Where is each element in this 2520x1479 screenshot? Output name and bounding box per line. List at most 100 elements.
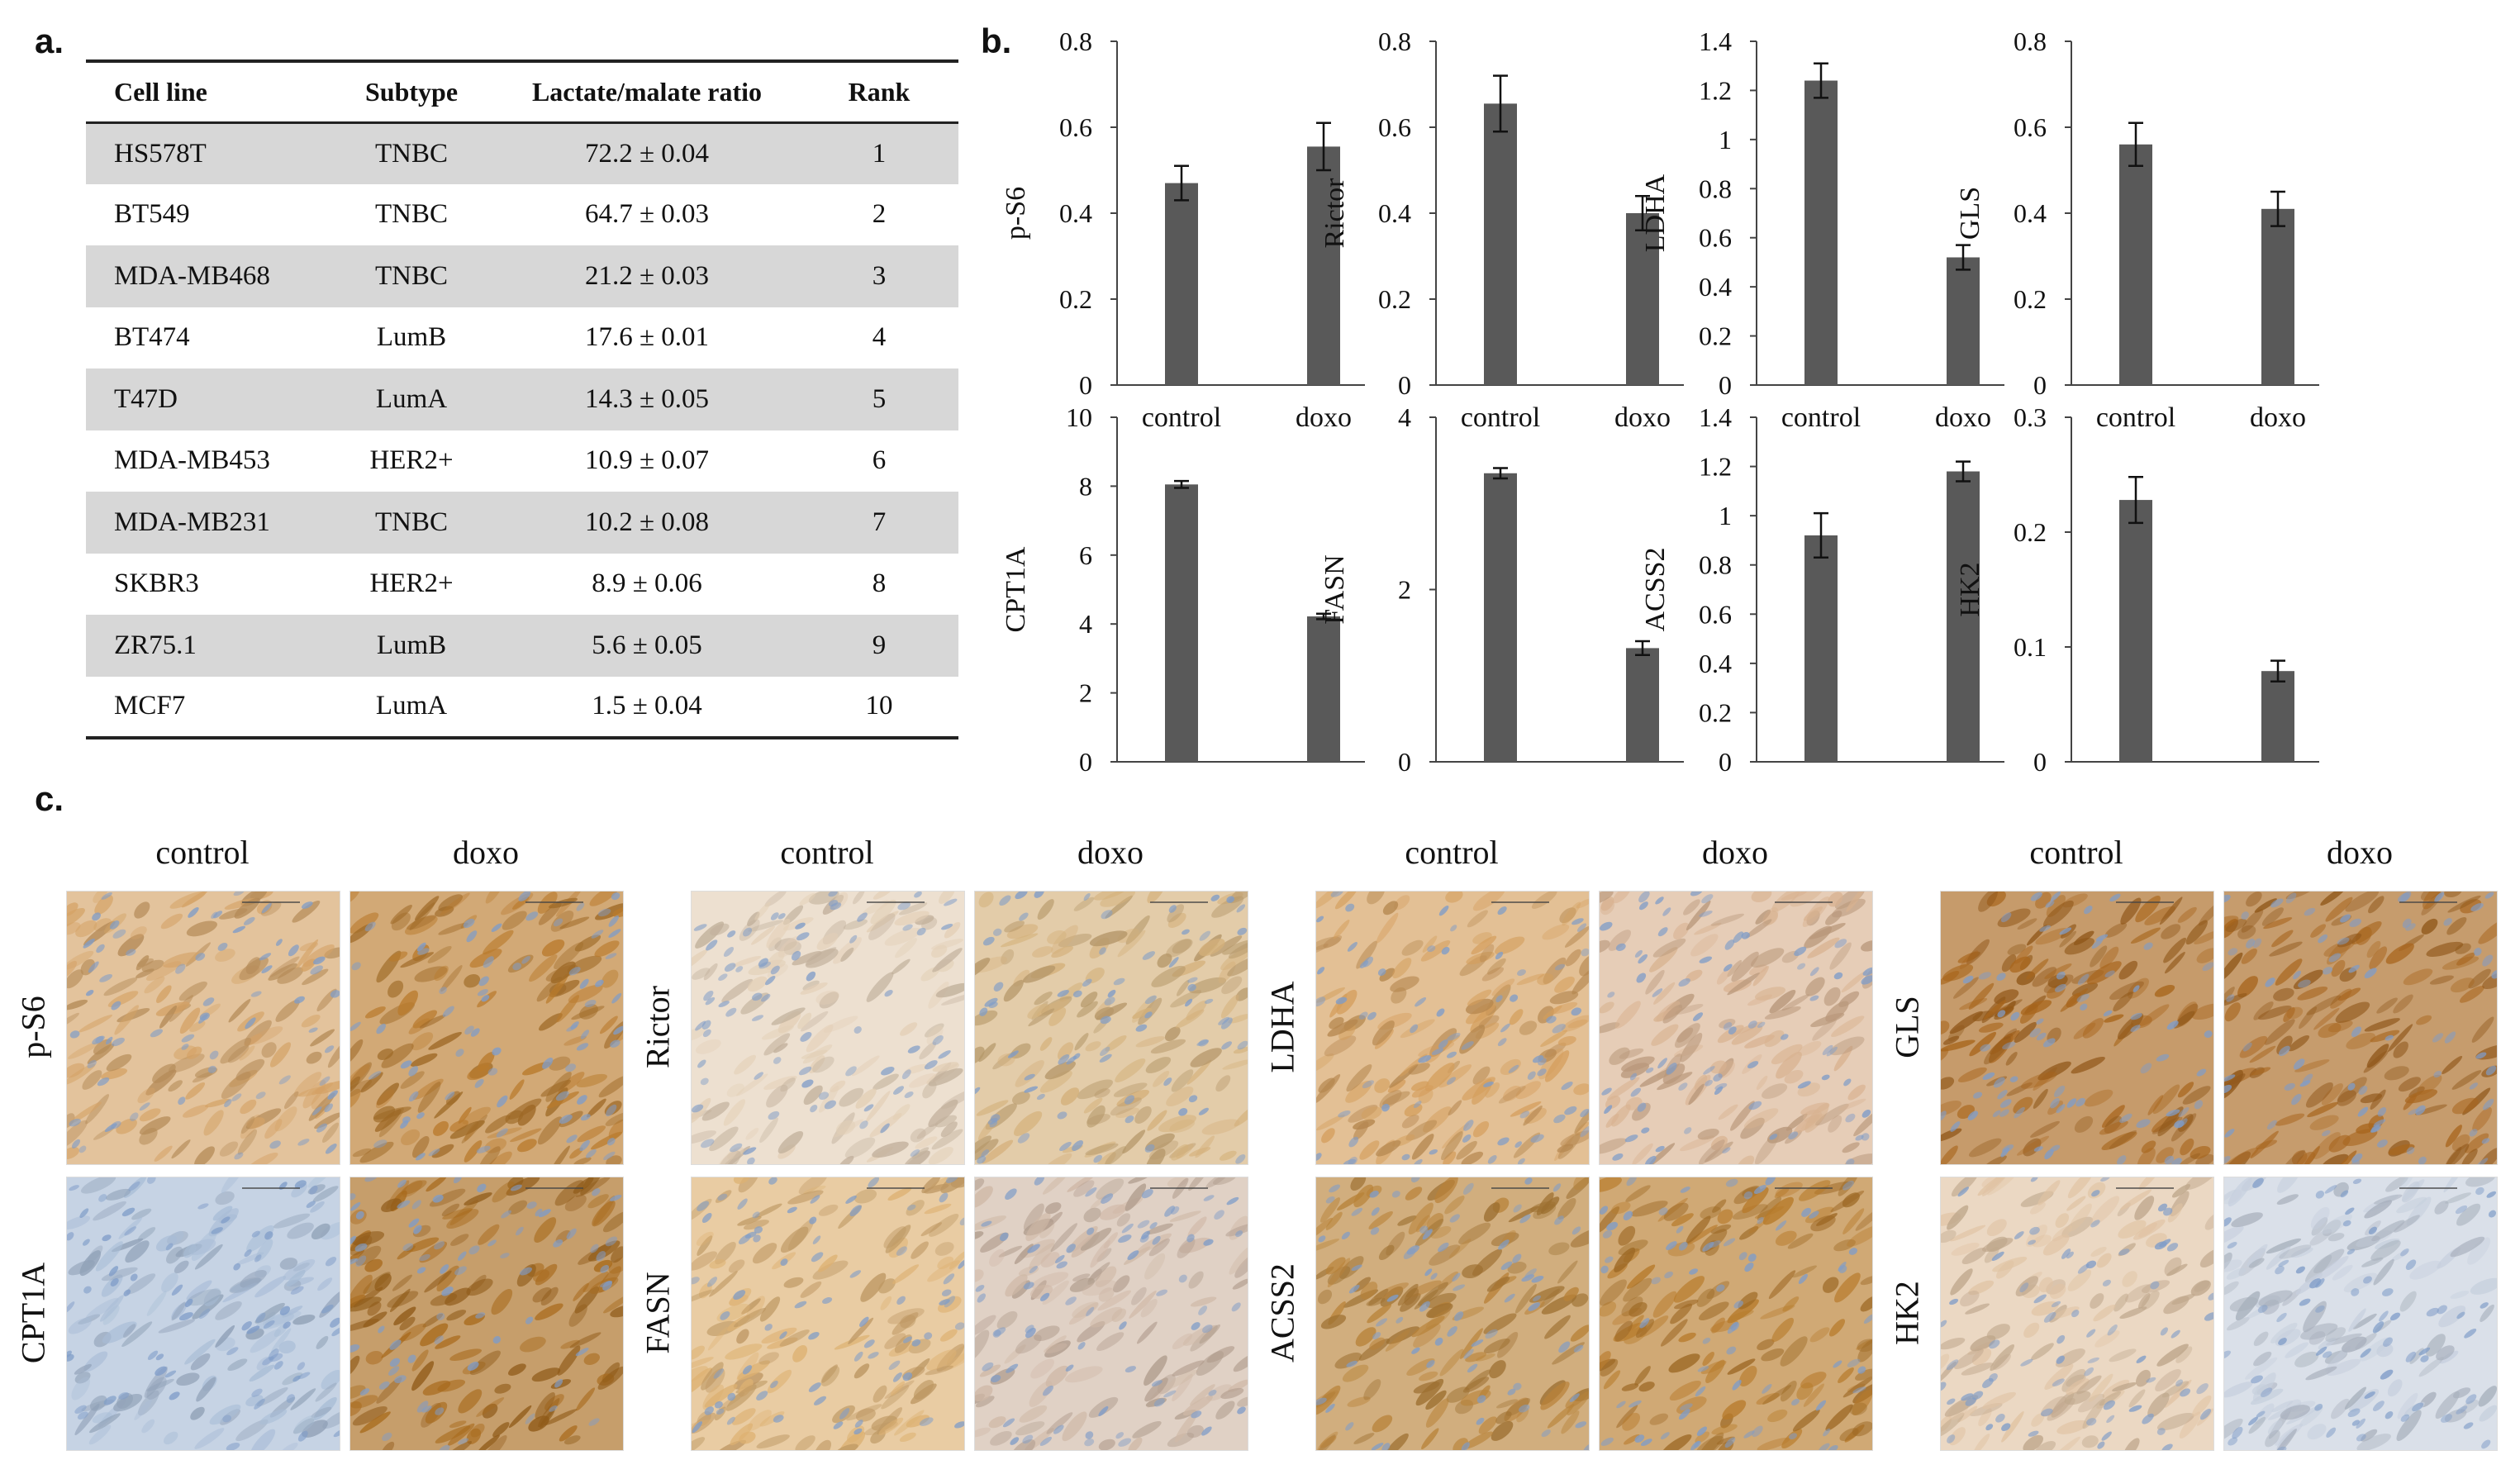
y-tick-label: 2	[1079, 678, 1092, 708]
tissue-texture	[2224, 1177, 2497, 1450]
tissue-texture	[350, 892, 623, 1164]
micrograph-column-label: control	[155, 834, 250, 871]
table-cell-ratio: 8.9 ± 0.06	[592, 568, 702, 599]
bar-doxo	[1307, 616, 1340, 762]
y-tick-label: 8	[1079, 471, 1092, 501]
y-tick-label: 0.4	[1378, 198, 1411, 228]
table-cell-ratio: 17.6 ± 0.01	[584, 322, 710, 353]
panel-label-a: a.	[35, 21, 64, 60]
table-row: HS578T TNBC 72.2 ± 0.04 1	[86, 122, 958, 184]
micrograph-column-label: control	[780, 834, 874, 871]
bar-chart-rictor: 0 0.2 0.4 0.6 0.8 Rictor control doxo	[1319, 26, 1684, 433]
y-axis-label: FASN	[1319, 554, 1350, 624]
y-tick-label: 0.6	[1699, 223, 1732, 253]
micrograph-ldha-doxo	[1599, 891, 1873, 1165]
scale-bar	[525, 901, 583, 903]
y-tick-label: 0	[2033, 370, 2047, 400]
table-row: BT549 TNBC 64.7 ± 0.03 2	[86, 184, 958, 246]
bar-control	[1804, 80, 1838, 386]
y-axis-label: HK2	[1955, 562, 1985, 616]
bar-chart-acss2: 0 0.2 0.4 0.6 0.8 1 1.2 1.4 ACSS2 control doxo	[1640, 402, 2004, 777]
table-cell-subtype: TNBC	[374, 260, 448, 291]
y-axis-label: GLS	[1955, 187, 1985, 240]
scale-bar	[2116, 1187, 2174, 1189]
y-tick-label: 10	[1066, 402, 1092, 432]
tissue-texture	[67, 892, 340, 1164]
table-cell-cell-line: BT474	[114, 322, 190, 353]
scale-bar	[2399, 1187, 2457, 1189]
y-tick-label: 0	[1719, 747, 1732, 777]
y-tick-label: 0.2	[1699, 697, 1732, 727]
table-row: MDA-MB231 TNBC 10.2 ± 0.08 7	[86, 492, 958, 554]
micrograph-p-s6-doxo	[349, 891, 624, 1165]
y-tick-label: 0.1	[2014, 632, 2047, 662]
table-cell-rank: 4	[872, 322, 887, 353]
tissue-texture	[1600, 1177, 1872, 1450]
table-row: MDA-MB453 HER2+ 10.9 ± 0.07 6	[86, 430, 958, 492]
micrograph-row-label: GLS	[1888, 996, 1926, 1058]
table-cell-rank: 1	[872, 138, 887, 169]
table-cell-subtype: TNBC	[374, 506, 448, 537]
table-cell-subtype: LumB	[376, 322, 447, 353]
y-tick-label: 0.2	[2014, 517, 2047, 547]
bar-doxo	[1307, 146, 1340, 385]
y-tick-label: 0	[1719, 370, 1732, 400]
micrograph-p-s6-control	[66, 891, 340, 1165]
y-tick-label: 0.4	[1059, 198, 1092, 228]
y-tick-label: 0.6	[2014, 112, 2047, 142]
y-tick-label: 0.2	[1059, 284, 1092, 314]
y-tick-label: 1.2	[1699, 75, 1732, 105]
table-cell-cell-line: MDA-MB453	[114, 445, 270, 476]
scale-bar	[242, 901, 300, 903]
panel-label-c: c.	[35, 779, 64, 818]
panel-label-b: b.	[981, 21, 1012, 60]
bar-doxo	[2261, 671, 2294, 762]
y-tick-label: 4	[1398, 402, 1411, 432]
y-tick-label: 6	[1079, 540, 1092, 570]
header-rank: Rank	[848, 76, 911, 107]
y-tick-label: 0.8	[1699, 174, 1732, 203]
y-tick-label: 0	[1079, 370, 1092, 400]
y-tick-label: 0	[1079, 747, 1092, 777]
bar-chart-fasn: 0 2 4 FASN control doxo	[1319, 402, 1684, 777]
bar-doxo	[1947, 471, 1980, 762]
y-axis-label: p-S6	[1001, 187, 1031, 240]
x-category-label: doxo	[2250, 402, 2306, 433]
micrograph-cpt1a-doxo	[349, 1177, 624, 1451]
table-cell-ratio: 21.2 ± 0.03	[584, 260, 710, 291]
table-row: T47D LumA 14.3 ± 0.05 5	[86, 369, 958, 430]
x-category-label: doxo	[1296, 402, 1352, 433]
table-cell-cell-line: BT549	[114, 199, 190, 230]
bar-chart-gls: 0 0.2 0.4 0.6 0.8 GLS control doxo	[1955, 26, 2319, 433]
bar-control	[1804, 535, 1838, 762]
micrograph-fasn-doxo	[974, 1177, 1248, 1451]
bar-control	[1165, 183, 1198, 385]
y-tick-label: 0.8	[1378, 26, 1411, 56]
micrograph-row-label: CPT1A	[14, 1262, 52, 1364]
x-category-label: control	[2096, 402, 2175, 433]
table-cell-rank: 10	[865, 691, 893, 721]
table-row: MDA-MB468 TNBC 21.2 ± 0.03 3	[86, 245, 958, 307]
table-cell-ratio: 10.9 ± 0.07	[584, 445, 710, 476]
y-tick-label: 0.6	[1059, 112, 1092, 142]
micrograph-hk2-doxo	[2223, 1177, 2498, 1451]
y-tick-label: 0.6	[1699, 599, 1732, 629]
x-category-label: control	[1461, 402, 1540, 433]
tissue-texture	[975, 892, 1248, 1164]
table-cell-rank: 9	[872, 630, 887, 660]
table-cell-cell-line: MDA-MB468	[114, 260, 270, 291]
tissue-texture	[692, 1177, 964, 1450]
table-cell-subtype: HER2+	[369, 568, 454, 599]
table-cell-rank: 6	[872, 445, 887, 476]
micrograph-row-label: ACSS2	[1263, 1263, 1301, 1363]
x-category-label: doxo	[1614, 402, 1671, 433]
y-axis-label: ACSS2	[1640, 547, 1671, 631]
y-tick-label: 0.4	[2014, 198, 2047, 228]
y-axis-label: CPT1A	[1001, 546, 1031, 632]
table-cell-cell-line: MCF7	[114, 691, 186, 721]
table-cell-rank: 7	[872, 506, 887, 537]
y-tick-label: 1	[1719, 501, 1732, 530]
y-tick-label: 0.6	[1378, 112, 1411, 142]
table-row: MCF7 LumA 1.5 ± 0.04 10	[86, 677, 958, 738]
bar-control	[1484, 473, 1517, 762]
